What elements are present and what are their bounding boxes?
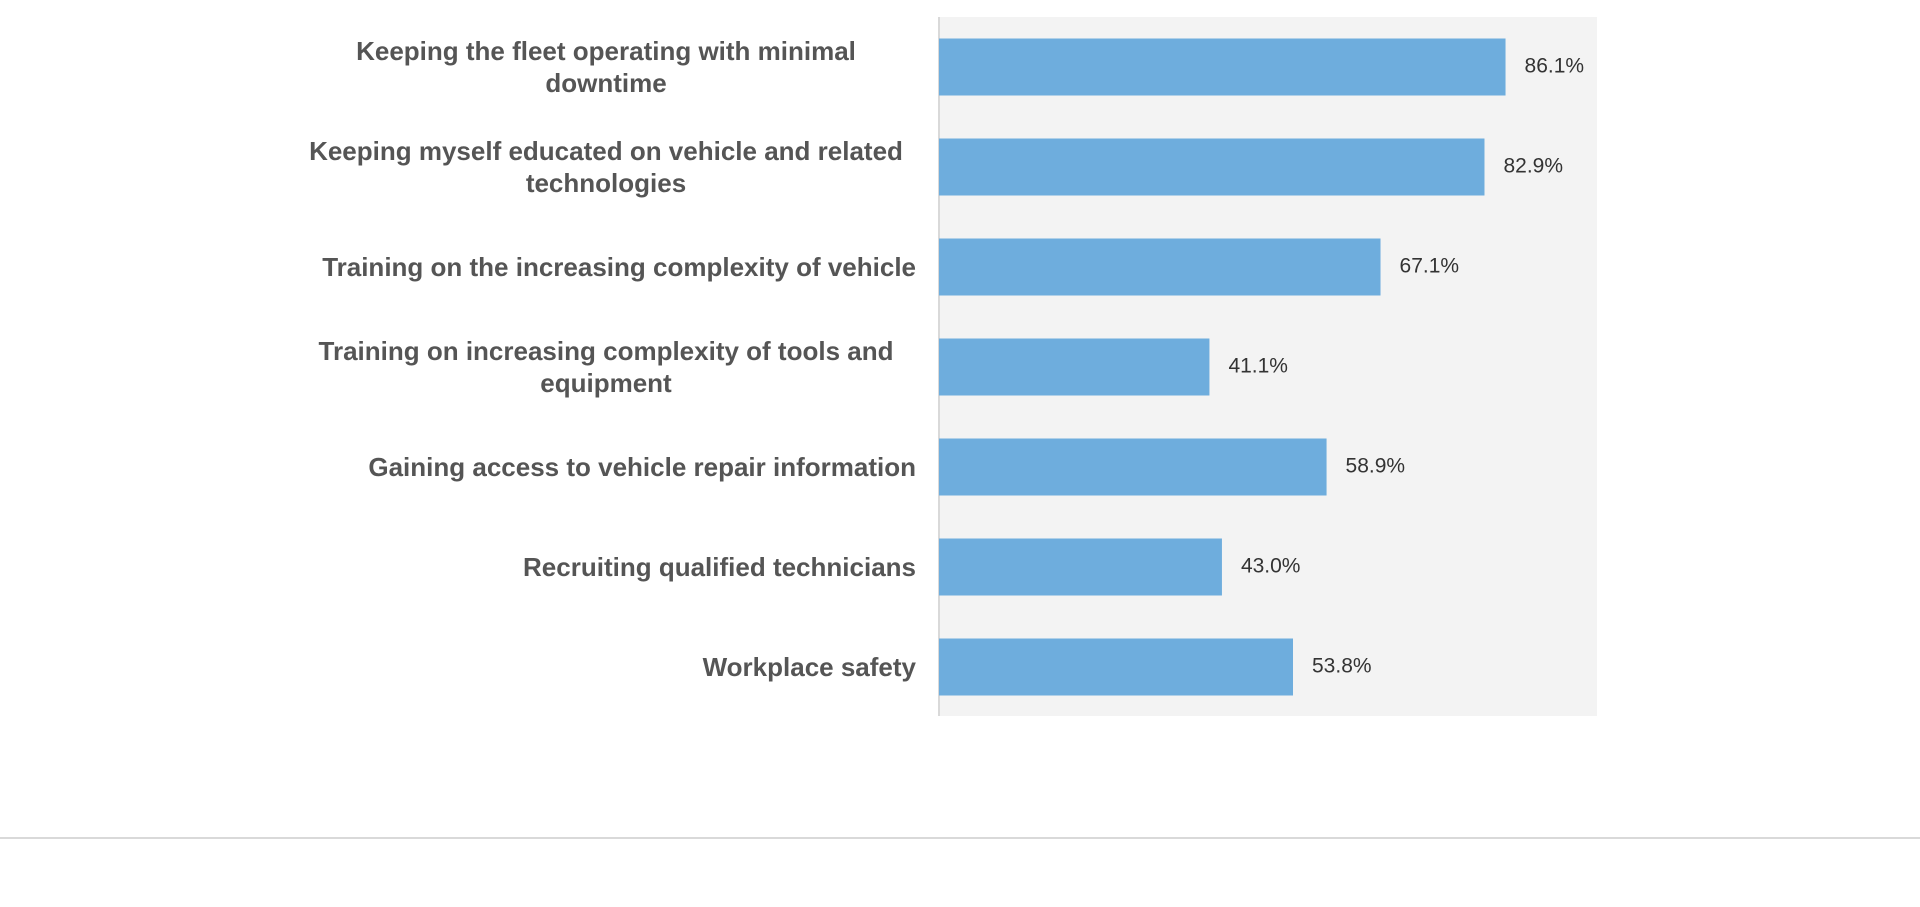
value-label: 41.1%: [1228, 355, 1288, 378]
category-label: Keeping myself educated on vehicle and r…: [309, 136, 903, 198]
bar: [939, 238, 1381, 296]
category-label: Gaining access to vehicle repair informa…: [368, 452, 916, 482]
bar: [939, 38, 1506, 96]
bar: [939, 138, 1485, 196]
value-label: 67.1%: [1400, 255, 1460, 278]
bar: [939, 638, 1294, 696]
value-label: 82.9%: [1503, 155, 1563, 178]
value-label: 58.9%: [1346, 455, 1406, 478]
value-label: 86.1%: [1525, 55, 1585, 78]
bar: [939, 338, 1210, 396]
category-label: Training on increasing complexity of too…: [318, 336, 894, 398]
value-label: 53.8%: [1312, 655, 1372, 678]
bar: [939, 538, 1222, 596]
category-label: Workplace safety: [702, 652, 916, 682]
category-label: Training on the increasing complexity of…: [322, 252, 916, 282]
bar: [939, 438, 1327, 496]
value-label: 43.0%: [1241, 555, 1301, 578]
category-label: Keeping the fleet operating with minimal…: [356, 36, 856, 98]
category-label: Recruiting qualified technicians: [523, 552, 916, 582]
